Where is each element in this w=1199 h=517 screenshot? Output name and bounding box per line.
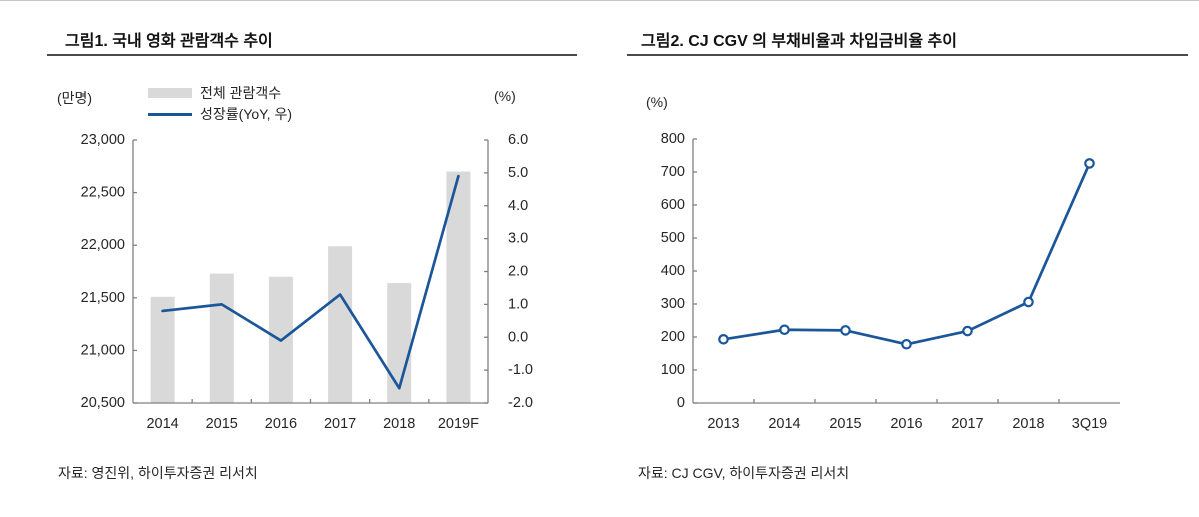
- debt-ratio-point-2017: [962, 325, 973, 337]
- chart2-x-axis-category-label: 3Q19: [1072, 416, 1107, 432]
- debt-ratio-point-2016: [901, 338, 912, 350]
- debt-ratio-line: [722, 162, 1091, 346]
- bar-series-swatch: [148, 88, 192, 98]
- chart1-x-axis-category-label: 2017: [324, 416, 356, 432]
- figure2-title-rule: [627, 54, 1188, 56]
- chart1-x-axis-category-label: 2015: [206, 416, 238, 432]
- chart2-y-axis-tick-label: 400: [661, 263, 685, 279]
- chart2-y-axis-tick-label: 800: [661, 131, 685, 147]
- legend-row-growth-rate: 성장률(YoY, 우): [148, 106, 292, 122]
- chart2-y-axis-tick-label: 200: [661, 329, 685, 345]
- figure1-source: 자료: 영진위, 하이투자증권 리서치: [58, 465, 258, 481]
- page-top-divider: [0, 0, 1199, 1]
- line-series-label: 성장률(YoY, 우): [200, 106, 292, 122]
- figure1-legend: 전체 관람객수 성장률(YoY, 우): [148, 85, 292, 122]
- debt-ratio-point-2018: [1023, 296, 1034, 308]
- figure1-title-rule: [47, 54, 577, 56]
- chart1-left-axis-tick-label: 23,000: [81, 132, 125, 148]
- chart2-cgv-debt-ratio: 0 100 200 300 400 500 600 700 800 2013 2014 2015 201…: [661, 131, 1120, 432]
- audience-bar-2017: [328, 246, 353, 403]
- chart1-right-axis-tick-label: 5.0: [508, 165, 528, 181]
- chart1-right-axis-tick-label: -1.0: [508, 362, 533, 378]
- chart1-left-axis-tick-label: 22,000: [81, 237, 125, 253]
- chart1-x-axis-category-label: 2019F: [438, 416, 479, 432]
- chart2-y-axis-tick-label: 700: [661, 164, 685, 180]
- chart2-y-axis-tick-label: 500: [661, 230, 685, 246]
- figure2-axis-unit: (%): [646, 94, 668, 110]
- growth-rate-line: [161, 174, 460, 390]
- chart2-x-axis-category-label: 2014: [768, 416, 800, 432]
- debt-ratio-point-2015: [840, 325, 851, 336]
- bar-series-label: 전체 관람객수: [200, 85, 282, 101]
- chart1-domestic-audience: 20,500 21,000 21,500 22,000 22,500 23,000 -2.0…: [81, 132, 533, 432]
- chart1-x-axis-category-label: 2018: [383, 416, 415, 432]
- chart2-y-axis-tick-label: 300: [661, 296, 685, 312]
- audience-bar-2018: [387, 283, 412, 403]
- audience-bar-2015: [209, 273, 234, 403]
- chart2-y-axis-tick-label: 600: [661, 197, 685, 213]
- chart1-x-axis-category-label: 2014: [146, 416, 178, 432]
- chart1-x-axis-category-label: 2016: [265, 416, 297, 432]
- chart2-x-axis-category-label: 2013: [707, 416, 739, 432]
- legend-row-total-audience: 전체 관람객수: [148, 85, 292, 101]
- chart1-right-axis-tick-label: -2.0: [508, 395, 533, 411]
- debt-ratio-point-2014: [779, 324, 790, 336]
- chart1-right-axis-tick-label: 4.0: [508, 198, 528, 214]
- chart1-left-axis-tick-label: 20,500: [81, 395, 125, 411]
- debt-ratio-point-3Q19: [1084, 158, 1095, 169]
- debt-ratio-point-2013: [718, 334, 729, 345]
- chart1-left-axis-tick-label: 22,500: [81, 185, 125, 201]
- chart1-right-axis-tick-label: 0.0: [508, 329, 528, 345]
- chart1-right-axis-tick-label: 3.0: [508, 231, 528, 247]
- audience-bar-2014: [150, 296, 175, 403]
- chart2-x-axis-category-label: 2015: [829, 416, 861, 432]
- chart2-x-axis-category-label: 2016: [890, 416, 922, 432]
- chart1-right-axis-tick-label: 6.0: [508, 132, 528, 148]
- chart2-y-axis-tick-label: 100: [661, 362, 685, 378]
- figure2-source: 자료: CJ CGV, 하이투자증권 리서치: [638, 465, 850, 481]
- audience-bar-2019F: [446, 171, 471, 403]
- figure1-left-axis-unit: (만명): [57, 90, 93, 106]
- chart1-right-axis-tick-label: 1.0: [508, 296, 528, 312]
- chart1-right-axis-tick-label: 2.0: [508, 264, 528, 280]
- figure2-title: 그림2. CJ CGV 의 부채비율과 차입금비율 추이: [641, 33, 957, 50]
- line-series-swatch: [148, 112, 192, 116]
- chart2-y-axis-tick-label: 0: [677, 395, 685, 411]
- chart1-left-axis-tick-label: 21,500: [81, 290, 125, 306]
- figure1-right-axis-unit: (%): [494, 88, 516, 104]
- figure1-title: 그림1. 국내 영화 관람객수 추이: [65, 33, 273, 50]
- chart1-left-axis-tick-label: 21,000: [81, 342, 125, 358]
- chart2-x-axis-category-label: 2017: [951, 416, 983, 432]
- chart2-x-axis-category-label: 2018: [1012, 416, 1044, 432]
